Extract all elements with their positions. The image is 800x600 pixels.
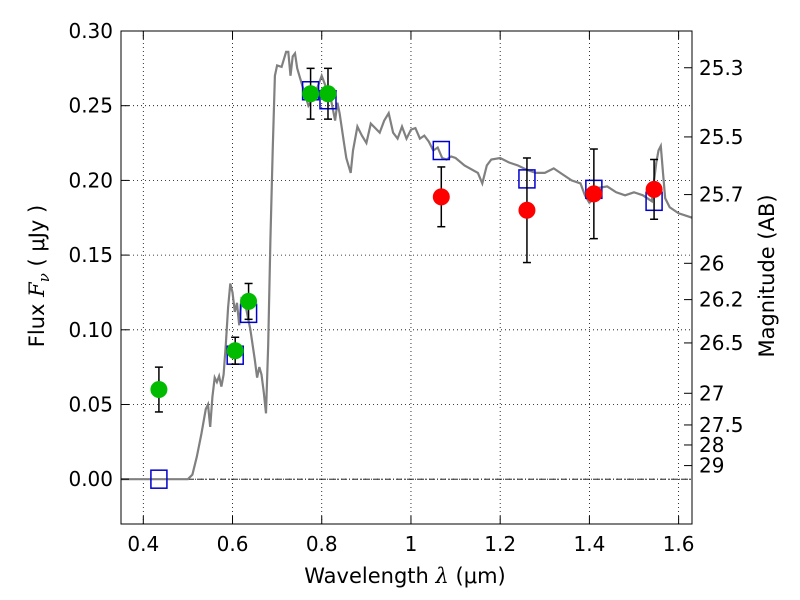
model-sed-line xyxy=(121,50,692,481)
x-tick-label: 1 xyxy=(405,532,418,556)
infrared-data-point xyxy=(432,188,450,206)
x-tick-label: 0.4 xyxy=(127,532,159,556)
y2-tick-label: 25.5 xyxy=(699,125,744,149)
grid-lines xyxy=(121,30,692,524)
y-axis-ticks: 0.00 0.05 0.10 0.15 0.20 0.25 0.30 xyxy=(68,19,129,491)
model-photometry-square xyxy=(432,140,451,161)
optical-data-point xyxy=(240,292,258,310)
model-photometry-square xyxy=(150,469,168,489)
y2-tick-label: 29 xyxy=(699,454,724,478)
plot-frame xyxy=(120,30,693,525)
y2-tick-label: 26 xyxy=(699,251,724,275)
x-tick-label: 1.4 xyxy=(573,532,605,556)
x-tick-label: 0.6 xyxy=(217,532,249,556)
y-tick-label: 0.30 xyxy=(68,19,113,43)
y-tick-label: 0.00 xyxy=(68,467,113,491)
optical-data-point xyxy=(150,381,168,399)
optical-data-point xyxy=(319,85,337,103)
x-axis-label: Wavelength λ (μm) xyxy=(304,564,505,588)
y2-tick-label: 27 xyxy=(699,381,724,405)
optical-data-point xyxy=(302,85,320,103)
y-tick-label: 0.15 xyxy=(68,243,113,267)
x-axis-ticks: 0.4 0.6 0.8 1 1.2 1.4 1.6 xyxy=(127,31,695,556)
infrared-data-point xyxy=(585,185,603,203)
infrared-data-point xyxy=(645,180,663,198)
y-axis-label: Flux Fν ( μJy ) xyxy=(25,205,53,347)
y-tick-label: 0.05 xyxy=(68,392,113,416)
y2-tick-label: 28 xyxy=(699,433,724,457)
y-tick-label: 0.25 xyxy=(68,94,113,118)
infrared-data-point xyxy=(518,201,536,219)
y2-tick-label: 26.5 xyxy=(699,331,744,355)
plot-data xyxy=(121,50,692,489)
y2-tick-label: 25.3 xyxy=(699,56,744,80)
x-tick-label: 1.6 xyxy=(663,532,695,556)
optical-data-point xyxy=(226,342,244,360)
y2-tick-label: 27.5 xyxy=(699,413,744,437)
x-tick-label: 0.8 xyxy=(306,532,338,556)
y2-tick-label: 26.2 xyxy=(699,288,744,312)
y2-axis-label: Magnitude (AB) xyxy=(755,194,779,357)
y-tick-label: 0.20 xyxy=(68,168,113,192)
y-tick-label: 0.10 xyxy=(68,318,113,342)
y2-tick-label: 25.7 xyxy=(699,183,744,207)
x-tick-label: 1.2 xyxy=(484,532,516,556)
